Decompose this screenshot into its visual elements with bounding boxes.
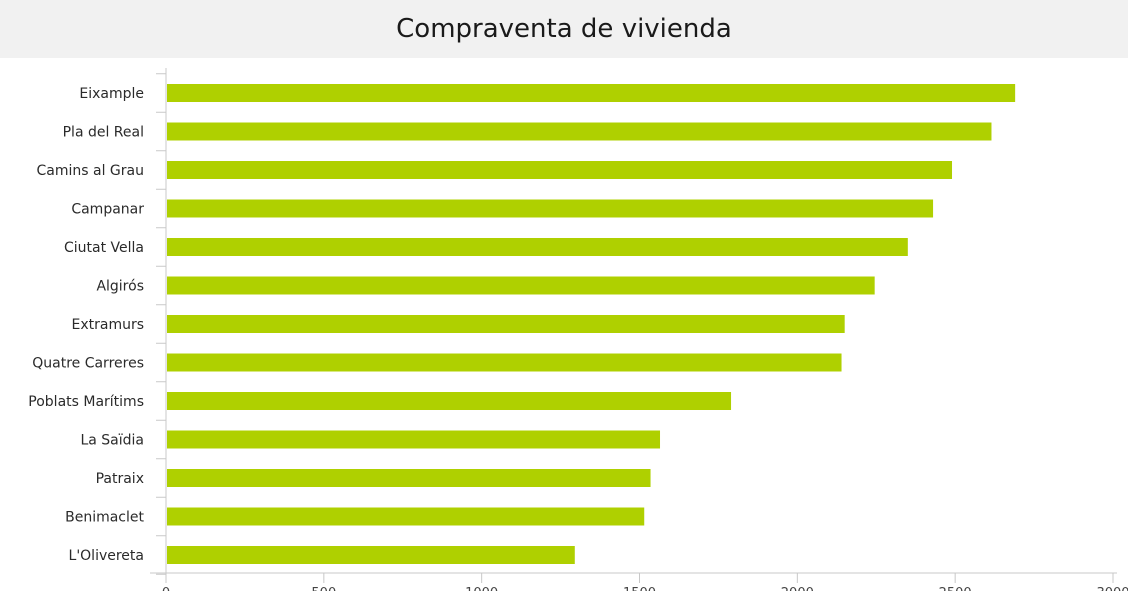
bar-la-sa-dia — [167, 430, 661, 449]
category-label: Camins al Grau — [37, 163, 144, 179]
bar-benimaclet — [167, 507, 645, 526]
bar-algir-s — [167, 276, 875, 295]
chart-title: Compraventa de vivienda — [0, 0, 1128, 58]
category-label: Pla del Real — [63, 125, 144, 141]
category-label: Algirós — [96, 279, 144, 295]
x-tick-label: 500 — [311, 586, 336, 591]
category-label: Eixample — [79, 86, 144, 102]
bar-eixample — [167, 84, 1016, 102]
x-tick-label: 0 — [162, 586, 170, 591]
category-label: L'Olivereta — [69, 548, 144, 564]
x-tick-label: 2500 — [939, 586, 972, 591]
category-label: Patraix — [96, 471, 144, 487]
bar-ciutat-vella — [167, 238, 908, 256]
chart-bars — [167, 84, 1016, 564]
category-label: Benimaclet — [65, 510, 144, 526]
chart-axes — [150, 68, 1117, 575]
category-label: La Saïdia — [80, 433, 144, 449]
category-label: Campanar — [71, 202, 144, 218]
bar-pla-del-real — [167, 122, 992, 141]
bar-extramurs — [167, 315, 845, 333]
bar-patraix — [167, 469, 651, 487]
category-label: Ciutat Vella — [64, 240, 144, 256]
bar-poblats-mar-tims — [167, 392, 732, 410]
x-tick-label: 2000 — [781, 586, 814, 591]
bar-l-olivereta — [167, 546, 575, 564]
category-label: Poblats Marítims — [28, 394, 144, 410]
x-axis-ticks: 0 500 1000 1500 2000 2500 3000 — [162, 573, 1128, 591]
category-label: Extramurs — [71, 317, 144, 333]
bar-quatre-carreres — [167, 353, 842, 372]
bar-campanar — [167, 199, 934, 218]
category-label: Quatre Carreres — [32, 356, 144, 372]
category-labels: Eixample Pla del Real Camins al Grau Campan… — [28, 86, 144, 564]
x-tick-label: 3000 — [1096, 586, 1128, 591]
bar-camins-al-grau — [167, 161, 953, 179]
x-tick-label: 1500 — [623, 586, 656, 591]
x-tick-label: 1000 — [465, 586, 498, 591]
